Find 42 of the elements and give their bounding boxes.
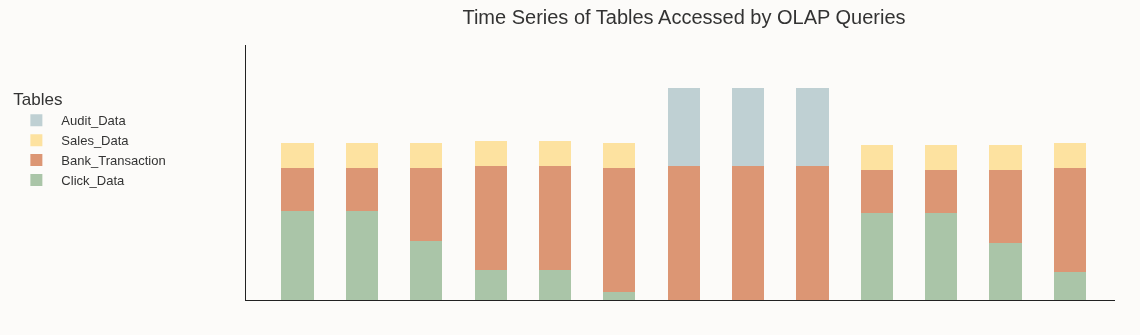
bar <box>732 87 765 167</box>
bar <box>538 270 572 300</box>
bar <box>989 242 1022 300</box>
bar <box>796 166 829 300</box>
bar <box>925 212 958 300</box>
bar <box>1053 272 1087 300</box>
legend-title: Tables <box>13 90 63 110</box>
bar <box>538 166 572 271</box>
bar <box>1053 142 1087 169</box>
bar <box>667 87 700 167</box>
legend-label: Sales_Data <box>61 133 130 149</box>
bar <box>538 140 572 167</box>
bar <box>860 170 893 213</box>
legend-label: Bank_Transaction <box>61 153 166 169</box>
bar <box>860 212 893 300</box>
bar <box>474 270 507 300</box>
bar <box>989 144 1022 171</box>
bar <box>603 168 636 292</box>
bar <box>281 142 314 169</box>
bar <box>410 168 443 241</box>
bar <box>345 142 378 169</box>
bar <box>989 170 1022 243</box>
bar <box>474 166 507 271</box>
bar <box>925 144 958 171</box>
legend-label: Audit_Data <box>61 113 127 129</box>
bar <box>925 170 958 213</box>
bar <box>345 210 378 300</box>
bar <box>281 210 314 300</box>
bar <box>410 240 443 300</box>
chart-title: Time Series of Tables Accessed by OLAP Queries <box>462 6 906 29</box>
bar <box>796 87 829 167</box>
bar <box>603 291 636 300</box>
bar <box>474 140 507 167</box>
bar <box>281 168 314 211</box>
bar <box>860 144 893 171</box>
bar <box>410 142 443 169</box>
bar <box>345 168 378 211</box>
legend-label: Click_Data <box>61 173 125 189</box>
bar <box>603 142 636 169</box>
bar <box>1053 168 1087 273</box>
bar <box>667 166 700 300</box>
bar <box>732 166 765 300</box>
